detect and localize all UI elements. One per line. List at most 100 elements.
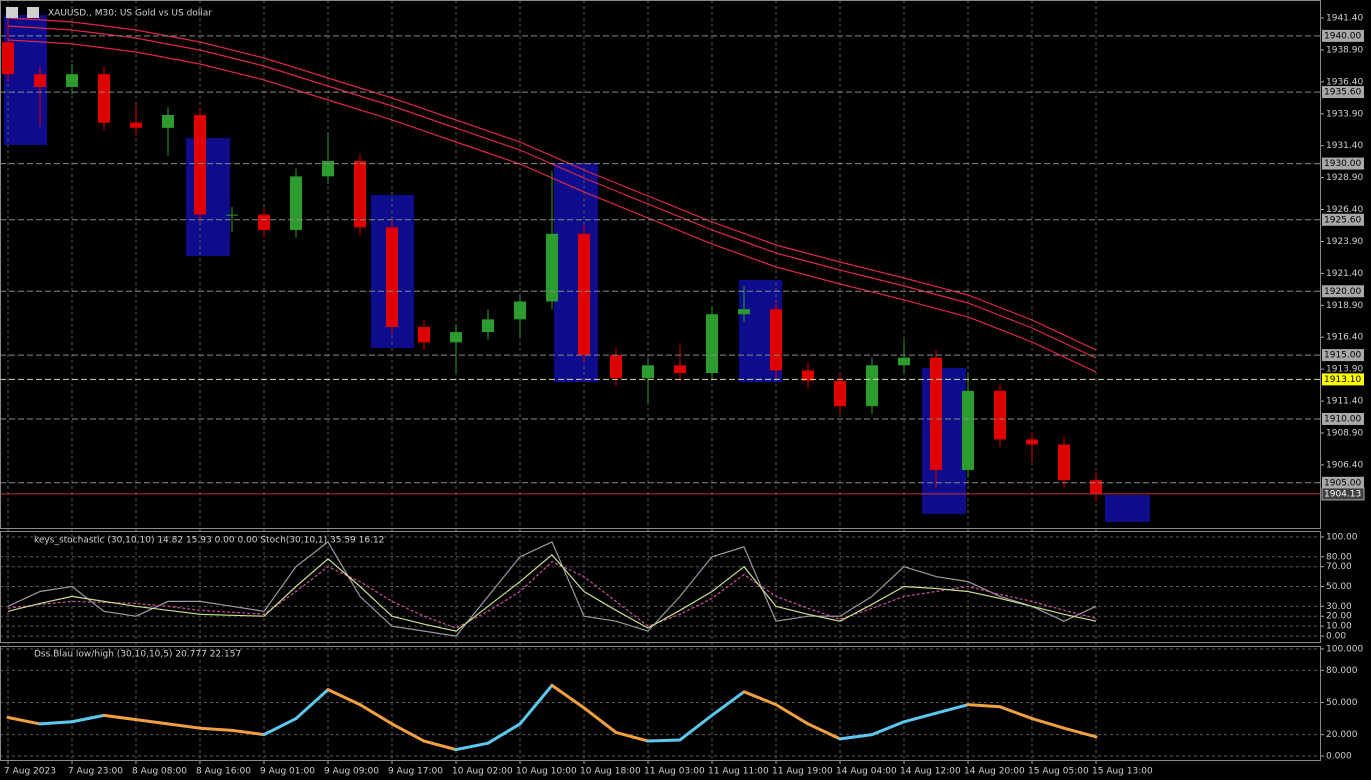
candle-body — [770, 309, 782, 371]
zone — [186, 138, 230, 256]
dss-segment — [550, 683, 586, 710]
y-tick-label: 1913.90 — [1326, 365, 1363, 375]
y-tick-label: 1911.40 — [1326, 397, 1363, 407]
x-tick-label: 9 Aug 17:00 — [388, 767, 443, 777]
y-tick-label: 1923.90 — [1326, 237, 1363, 247]
x-tick-label: 14 Aug 20:00 — [964, 767, 1025, 777]
candle-body — [1058, 444, 1070, 481]
y-tick-label: 80.00 — [1326, 552, 1352, 562]
dss-segment — [998, 705, 1034, 721]
dss-segment — [486, 722, 522, 745]
dss-segment — [198, 726, 234, 732]
dss-segment — [902, 711, 938, 724]
icon — [6, 7, 18, 18]
y-tick-label: 1926.40 — [1326, 205, 1363, 215]
level-box — [1322, 412, 1364, 425]
zone — [1105, 495, 1150, 522]
candle-body — [674, 365, 686, 373]
price-frame — [0, 0, 1321, 529]
dss-segment — [390, 722, 426, 743]
y-tick-label: 20.000 — [1326, 730, 1358, 740]
level-box — [1322, 476, 1364, 489]
level-label: 1930.00 — [1324, 159, 1361, 169]
y-tick-label: 50.000 — [1326, 698, 1358, 708]
candle-body — [898, 357, 910, 366]
y-tick-label: 1941.40 — [1326, 14, 1363, 24]
candle-body — [866, 365, 878, 407]
candle-body — [226, 214, 238, 216]
candle-body — [322, 161, 334, 177]
dss-segment — [710, 690, 746, 717]
candle-body — [546, 233, 558, 302]
y-tick-label: 1928.90 — [1326, 173, 1363, 183]
header-icons — [6, 7, 39, 18]
dss-segment — [742, 690, 778, 707]
candle-body — [994, 390, 1006, 440]
chart-title: XAUUSD., M30: US Gold vs US dollar — [48, 9, 212, 19]
x-tick-label: 15 Aug 05:00 — [1028, 767, 1089, 777]
candle-body — [514, 301, 526, 320]
bid-box — [1321, 487, 1365, 501]
dss-segment — [358, 703, 394, 726]
stoch-title: keys_stochastic (30,10,10) 14.82 15.93 0… — [34, 536, 384, 546]
level-label: 1940.00 — [1324, 31, 1361, 41]
x-tick-label: 10 Aug 02:00 — [452, 767, 513, 777]
dss-segment — [422, 739, 458, 752]
x-tick-label: 14 Aug 12:00 — [900, 767, 961, 777]
series-line — [7, 17, 1097, 351]
candle-body — [34, 74, 46, 87]
y-tick-label: 1918.90 — [1326, 301, 1363, 311]
candle-body — [258, 214, 270, 230]
x-tick-label: 11 Aug 03:00 — [644, 767, 705, 777]
level-label: 1920.00 — [1324, 287, 1361, 297]
dss-segment — [70, 713, 106, 724]
y-tick-label: 50.00 — [1326, 582, 1352, 592]
candle-body — [66, 74, 78, 87]
series-line — [7, 541, 1097, 637]
dss-segment — [806, 722, 842, 741]
candle-body — [610, 355, 622, 379]
level-label: 1915.00 — [1324, 351, 1361, 361]
level-label: 1935.60 — [1324, 88, 1361, 98]
level-label: 1910.00 — [1324, 414, 1361, 424]
level-box — [1322, 29, 1364, 42]
y-tick-label: 1916.40 — [1326, 333, 1363, 343]
candle-body — [450, 332, 462, 343]
candle-body — [130, 122, 142, 128]
dss-segment — [102, 713, 138, 722]
stoch-frame — [0, 531, 1321, 643]
dss-segment — [1062, 726, 1098, 739]
y-tick-label: 1921.40 — [1326, 269, 1363, 279]
candle-body — [2, 42, 14, 75]
candle-body — [482, 319, 494, 333]
dss-segment — [774, 703, 810, 726]
candle-body — [738, 309, 750, 315]
candle-body — [290, 176, 302, 230]
y-tick-label: 1906.40 — [1326, 460, 1363, 470]
dss-segment — [646, 738, 682, 743]
candle-body — [706, 314, 718, 373]
icon — [27, 7, 39, 18]
level-box — [1322, 157, 1364, 170]
x-tick-label: 9 Aug 09:00 — [324, 767, 379, 777]
candle-body — [834, 380, 846, 407]
dss-segment — [934, 703, 970, 715]
x-tick-label: 7 Aug 23:00 — [68, 767, 123, 777]
dss-segment — [6, 715, 42, 726]
y-tick-label: 1938.90 — [1326, 45, 1363, 55]
dss-segment — [38, 720, 74, 726]
dss-segment — [870, 720, 906, 737]
candle-body — [930, 357, 942, 471]
frames — [0, 0, 1321, 761]
dss-segment — [262, 717, 298, 737]
x-tick-label: 15 Aug 13:00 — [1092, 767, 1153, 777]
x-tick-label: 10 Aug 18:00 — [580, 767, 641, 777]
level-label: 1925.60 — [1324, 215, 1361, 225]
dss-segment — [294, 688, 330, 721]
candle-body — [418, 327, 430, 343]
zone — [922, 368, 966, 514]
dss-segment — [134, 718, 170, 726]
bid-label: 1904.13 — [1324, 489, 1361, 499]
